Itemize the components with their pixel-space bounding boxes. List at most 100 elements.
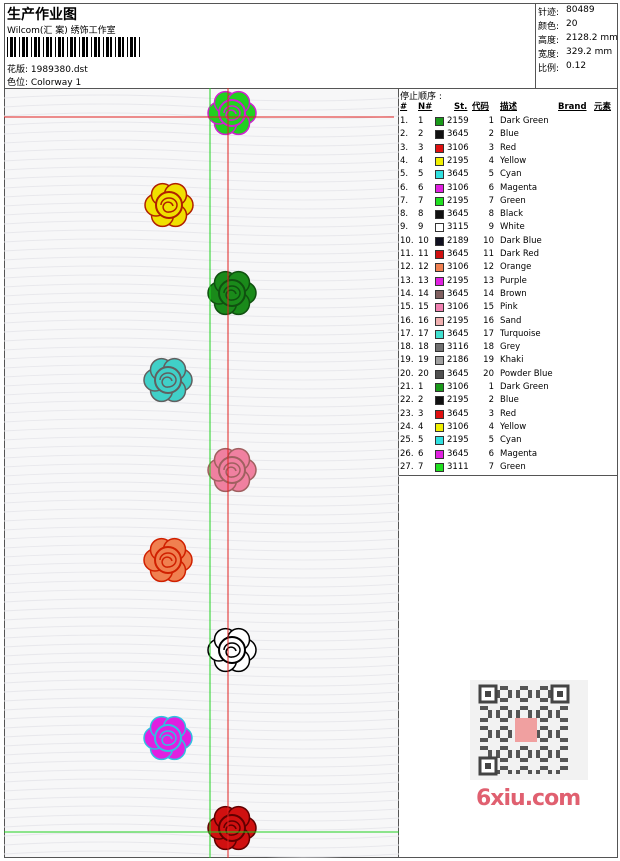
cell: 11 [418, 249, 429, 259]
stat-value: 0.12 [566, 61, 587, 71]
qr-module [500, 706, 504, 710]
color-swatch [435, 396, 444, 406]
cell: 3645 [447, 288, 469, 299]
fabric-texture [4, 670, 399, 678]
fabric-texture [4, 193, 399, 201]
qr-module [508, 734, 512, 738]
cell: 20. [400, 368, 414, 379]
cell: 2189 [447, 235, 469, 246]
cell: 3106 [447, 182, 469, 193]
cell: 6 [488, 182, 494, 193]
cell: Turquoise [500, 328, 541, 339]
cell: Yellow [500, 421, 527, 432]
qr-module [544, 698, 548, 702]
barcode-bar [110, 37, 112, 57]
fabric-texture [4, 256, 399, 264]
qr-module [548, 734, 552, 738]
barcode-bar [91, 37, 92, 57]
barcode-bar [70, 37, 73, 57]
fabric-texture [4, 265, 399, 273]
color-swatch [435, 422, 444, 432]
qr-module [496, 770, 500, 774]
cell: 3106 [447, 421, 469, 432]
fabric-texture [4, 724, 399, 732]
qr-module [544, 706, 548, 710]
rose-center [155, 191, 183, 219]
qr-module [564, 746, 568, 750]
fabric-texture [4, 409, 399, 417]
cell: Yellow [500, 155, 527, 166]
cell: 3106 [447, 302, 469, 313]
qr-module [500, 698, 504, 702]
stat-label: 颜色: [538, 22, 560, 32]
fabric-texture [4, 238, 399, 246]
column-header: Brand [558, 102, 587, 112]
cell: 5 [488, 169, 494, 180]
rose-swirl [159, 730, 177, 746]
qr-module [540, 746, 544, 750]
cell: 7 [418, 195, 424, 206]
fabric-texture [4, 130, 399, 138]
qr-module [496, 710, 500, 714]
cell: 4 [418, 421, 424, 432]
fabric-texture [4, 454, 399, 462]
qr-module [488, 734, 492, 738]
qr-module [496, 730, 500, 734]
barcode-bar [82, 37, 85, 57]
qr-finder [485, 763, 491, 769]
qr-module [564, 738, 568, 742]
barcode-bar [127, 37, 128, 57]
color-swatch [435, 329, 444, 339]
cell: 7 [488, 461, 494, 472]
qr-module [500, 746, 504, 750]
fabric-texture [4, 229, 399, 237]
qr-module [504, 746, 508, 750]
cell: 23. [400, 408, 414, 419]
qr-module [556, 754, 560, 758]
qr-module [484, 746, 488, 750]
fabric-texture [4, 787, 399, 795]
cell: 5 [488, 435, 494, 446]
fabric-texture [4, 103, 399, 111]
cell: 24. [400, 421, 414, 432]
cell: 6 [418, 182, 424, 193]
barcode-bar [106, 37, 109, 57]
qr-module [536, 690, 540, 694]
fabric-texture [4, 220, 399, 228]
cell: 3 [488, 142, 494, 153]
color-swatch [435, 343, 444, 353]
cell: Red [500, 142, 517, 153]
qr-module [540, 706, 544, 710]
cell: 1 [488, 116, 494, 126]
cell: 3111 [447, 461, 469, 472]
qr-module [536, 694, 540, 698]
color-swatch [435, 183, 444, 193]
qr-module [520, 746, 524, 750]
qr-module [540, 738, 544, 742]
cell: 3645 [447, 368, 469, 379]
cell: 3. [400, 142, 409, 153]
color-swatch [435, 316, 444, 326]
cell: 18 [483, 342, 494, 353]
color-swatch [435, 156, 444, 166]
qr-finder [485, 691, 491, 697]
qr-module [548, 714, 552, 718]
qr-module [560, 718, 564, 722]
qr-module [520, 758, 524, 762]
fabric-texture [4, 427, 399, 435]
cell: 12. [400, 262, 414, 273]
stat-value: 80489 [566, 5, 595, 15]
fabric-texture [4, 139, 399, 147]
qr-module [504, 706, 508, 710]
qr-module [516, 714, 520, 718]
column-header: 元素 [594, 102, 612, 112]
cell: 14 [418, 288, 429, 299]
fabric-texture [4, 436, 399, 444]
fabric-texture [4, 571, 399, 579]
rose-swirl [223, 462, 241, 478]
cell: Khaki [500, 355, 524, 366]
cell: 1 [418, 382, 424, 392]
fabric-texture [4, 391, 399, 399]
qr-module [484, 718, 488, 722]
cell: 12 [418, 262, 429, 273]
